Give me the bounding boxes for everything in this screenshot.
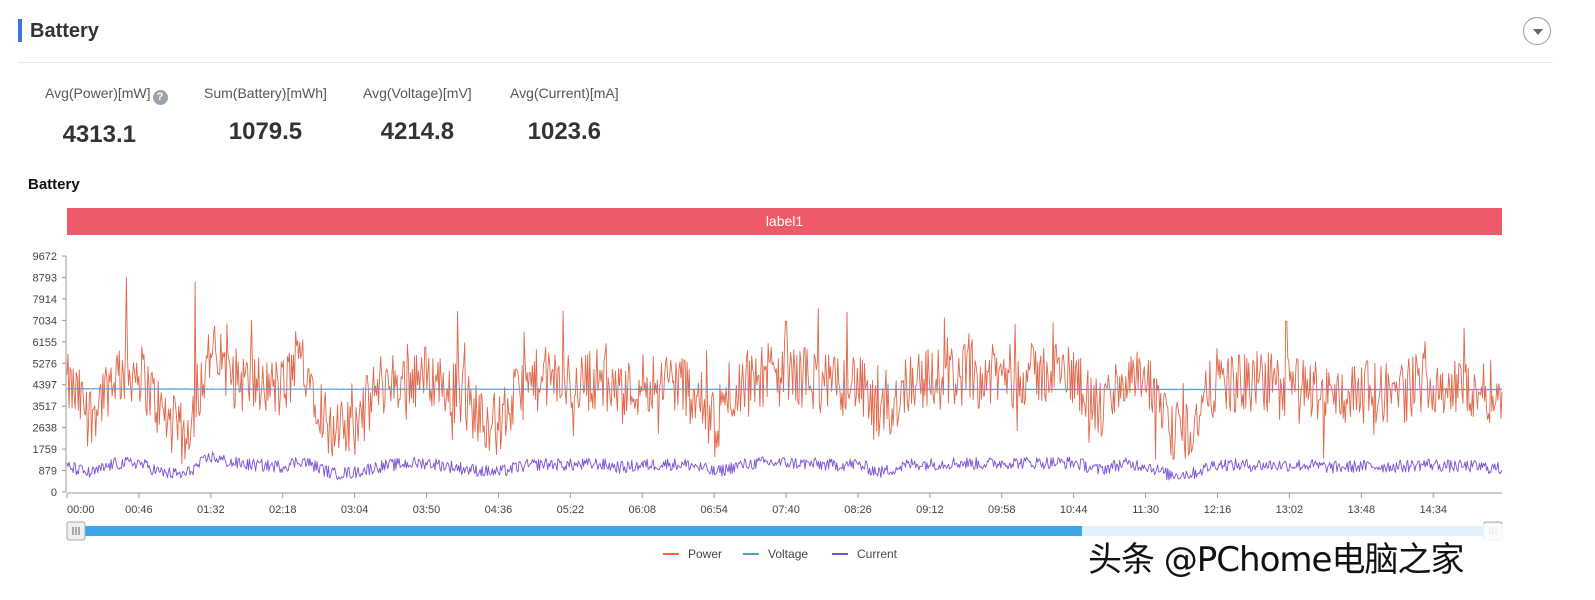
series-line-power — [66, 276, 1503, 465]
x-tick-label: 01:32 — [197, 504, 225, 516]
x-tick-label: 00:00 — [67, 504, 95, 516]
stat-value: 1023.6 — [527, 118, 602, 145]
stat-label-text: Avg(Power)[mW] — [45, 85, 151, 101]
x-tick-label: 04:36 — [485, 504, 513, 516]
legend-label: Voltage — [768, 547, 808, 561]
header-divider — [18, 62, 1553, 63]
x-tick-label: 07:40 — [772, 504, 800, 516]
section-title: Battery — [30, 20, 99, 42]
legend: Power Voltage Current — [663, 547, 898, 561]
stat-label: Avg(Power)[mW]? — [45, 84, 168, 105]
battery-line-chart: label1 9672 8793 7914 7034 6155 5276 4397 3517 2… — [33, 208, 1503, 561]
chevron-down-icon — [1533, 29, 1543, 35]
label-band[interactable] — [67, 208, 1502, 235]
y-tick-label: 6155 — [33, 337, 57, 349]
stat-value: 1079.5 — [228, 118, 303, 145]
stat-label: Avg(Voltage)[mV] — [363, 85, 472, 101]
x-tick-label: 08:26 — [844, 504, 872, 516]
y-tick-label: 2638 — [33, 423, 57, 435]
x-tick-label: 03:04 — [341, 504, 369, 516]
stat-avg-voltage: Avg(Voltage)[mV] 4214.8 — [363, 84, 472, 146]
chart-title: Battery — [28, 176, 80, 193]
stat-avg-current: Avg(Current)[mA] 1023.6 — [510, 84, 619, 146]
x-tick-label: 11:30 — [1132, 504, 1159, 516]
stat-value: 4214.8 — [380, 118, 455, 145]
watermark-text: 头条 @PChome电脑之家 — [1088, 540, 1464, 580]
legend-label: Power — [688, 547, 722, 561]
header-accent-bar — [18, 19, 22, 42]
y-tick-label: 1759 — [33, 444, 57, 456]
help-icon[interactable]: ? — [152, 90, 168, 105]
x-tick-label: 13:48 — [1348, 504, 1376, 516]
x-tick-label: 02:18 — [269, 504, 297, 516]
x-tick-label: 06:54 — [700, 504, 728, 516]
stat-sum-battery: Sum(Battery)[mWh] 1079.5 — [204, 84, 327, 146]
series-line-voltage — [67, 388, 1503, 391]
stat-label: Avg(Current)[mA] — [510, 85, 619, 101]
y-tick-label: 3517 — [33, 401, 57, 413]
x-tick-label: 14:34 — [1419, 504, 1447, 516]
y-tick-label: 9672 — [33, 251, 57, 263]
x-axis: 00:00 00:46 01:32 02:18 03:04 03:50 04:36 05:22… — [66, 492, 1502, 516]
label-band-text: label1 — [766, 213, 804, 229]
x-tick-label: 13:02 — [1276, 504, 1304, 516]
slider-track — [75, 526, 1494, 536]
x-tick-label: 06:08 — [628, 504, 656, 516]
x-tick-label: 09:58 — [988, 504, 1016, 516]
x-tick-label: 09:12 — [916, 504, 944, 516]
collapse-toggle-button[interactable] — [1523, 17, 1551, 45]
series-line-current — [66, 451, 1503, 481]
stat-value: 4313.1 — [62, 121, 136, 148]
y-tick-label: 0 — [51, 487, 57, 499]
x-tick-label: 00:46 — [125, 504, 153, 516]
y-tick-label: 7914 — [33, 294, 57, 306]
series-layer — [66, 276, 1503, 481]
y-tick-label: 5276 — [33, 358, 57, 370]
y-tick-label: 879 — [39, 466, 57, 478]
y-tick-label: 4397 — [33, 380, 57, 392]
y-tick-label: 7034 — [33, 315, 57, 327]
y-tick-label: 8793 — [33, 272, 57, 284]
x-tick-label: 10:44 — [1060, 504, 1088, 516]
legend-label: Current — [857, 547, 898, 561]
x-tick-label: 12:16 — [1204, 504, 1232, 516]
x-tick-label: 05:22 — [557, 504, 585, 516]
x-tick-label: 03:50 — [413, 504, 441, 516]
stat-avg-power: Avg(Power)[mW]? 4313.1 — [45, 84, 168, 149]
watermark-background — [1082, 524, 1562, 582]
stat-label: Sum(Battery)[mWh] — [204, 85, 327, 101]
y-axis: 9672 8793 7914 7034 6155 5276 4397 3517 2638 1759… — [33, 251, 67, 499]
